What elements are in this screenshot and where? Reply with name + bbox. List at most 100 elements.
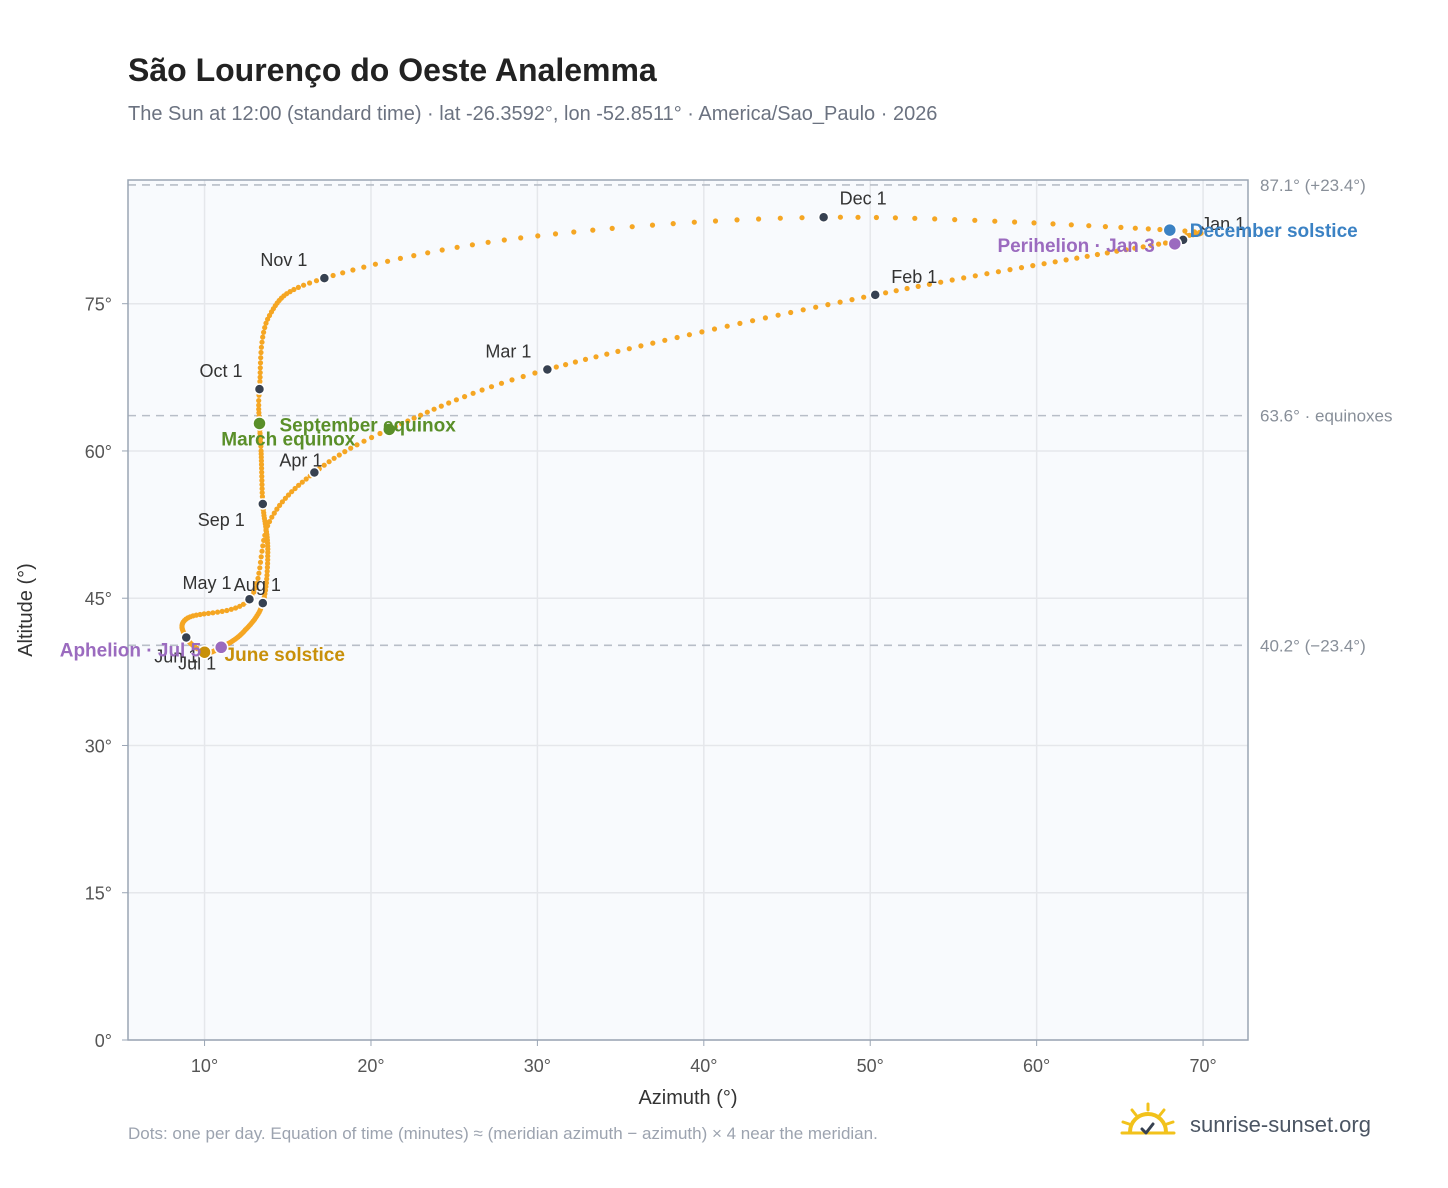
- daily-dot: [261, 537, 267, 544]
- footnote: Dots: one per day. Equation of time (min…: [128, 1124, 878, 1143]
- daily-dot: [405, 418, 411, 424]
- y-tick-label: 60°: [85, 442, 112, 462]
- daily-dot: [397, 255, 403, 261]
- daily-dot: [215, 609, 221, 615]
- daily-dot: [1118, 224, 1124, 230]
- daily-dot: [265, 560, 271, 567]
- daily-dot: [431, 406, 437, 412]
- y-tick-label: 30°: [85, 736, 112, 756]
- daily-dot: [259, 482, 265, 488]
- daily-dot: [228, 606, 234, 612]
- daily-dot: [462, 394, 468, 400]
- daily-dot: [259, 469, 265, 475]
- daily-dot: [750, 318, 756, 324]
- daily-dot: [470, 390, 476, 396]
- daily-dot: [257, 374, 263, 380]
- daily-dot: [282, 495, 288, 501]
- daily-dot: [377, 430, 383, 437]
- x-axis-label: Azimuth (°): [638, 1087, 737, 1109]
- daily-dot: [233, 605, 239, 611]
- daily-dot: [350, 267, 356, 273]
- daily-dot: [331, 455, 337, 461]
- event-label: March equinox: [221, 429, 356, 450]
- daily-dot: [263, 320, 269, 326]
- y-tick-label: 75°: [85, 295, 112, 315]
- x-axis-ticks: 10° 20° 30° 40° 50° 60° 70°: [191, 1040, 1217, 1076]
- daily-dot: [1041, 261, 1047, 267]
- event-label: December solstice: [1190, 221, 1358, 242]
- daily-dot: [307, 280, 313, 286]
- daily-dot: [699, 329, 705, 335]
- daily-dot: [219, 608, 225, 615]
- daily-dot: [609, 225, 615, 231]
- daily-dot: [1086, 223, 1092, 229]
- daily-dot: [724, 323, 730, 329]
- month-label: Feb 1: [891, 267, 937, 287]
- daily-dot: [775, 312, 781, 318]
- daily-dot: [1162, 240, 1169, 246]
- daily-dot: [734, 217, 740, 223]
- daily-dot: [1132, 225, 1138, 231]
- x-tick-label: 30°: [524, 1056, 551, 1076]
- daily-dot: [266, 519, 273, 525]
- daily-dot: [454, 244, 460, 250]
- daily-dot: [485, 239, 491, 245]
- daily-dot: [259, 339, 265, 345]
- daily-dot: [992, 218, 998, 224]
- event-label: June solstice: [225, 645, 345, 666]
- daily-dot: [438, 403, 444, 409]
- daily-dot: [650, 340, 656, 346]
- daily-dot: [259, 494, 265, 500]
- daily-dot: [1084, 253, 1090, 259]
- daily-dot: [252, 585, 258, 591]
- daily-dot: [264, 576, 270, 582]
- daily-dot: [837, 299, 843, 305]
- daily-dot: [590, 227, 596, 233]
- month-marker: [243, 593, 256, 605]
- daily-dot: [385, 258, 391, 264]
- daily-dot: [1156, 241, 1162, 247]
- month-label: Jan 1: [1201, 214, 1245, 234]
- page-subtitle: The Sun at 12:00 (standard time) · lat -…: [128, 103, 938, 125]
- event-marker: [197, 644, 212, 660]
- daily-dot: [271, 510, 277, 516]
- daily-dot: [488, 384, 495, 390]
- daily-dot: [952, 217, 958, 223]
- daily-dot: [563, 362, 569, 368]
- daily-dot: [855, 214, 861, 220]
- daily-dot: [258, 355, 264, 361]
- daily-dot: [255, 575, 261, 582]
- event-marker: [213, 640, 229, 655]
- daily-dot: [912, 215, 918, 221]
- daily-dot: [604, 351, 610, 357]
- daily-dot: [572, 359, 579, 365]
- event-marker: [252, 416, 267, 431]
- reference-line-label: 87.1° (+23.4°): [1260, 176, 1366, 195]
- daily-dot: [424, 409, 430, 415]
- daily-dot: [972, 273, 978, 279]
- daily-dot: [1104, 250, 1110, 256]
- daily-dot: [1012, 219, 1018, 225]
- brand-logo[interactable]: sunrise-sunset.org: [1120, 1100, 1390, 1144]
- y-tick-label: 0°: [95, 1031, 112, 1051]
- daily-dot: [837, 214, 844, 220]
- daily-dot: [254, 580, 260, 586]
- daily-dot: [257, 370, 263, 376]
- event-marker: [1167, 236, 1183, 252]
- daily-dot: [1157, 226, 1163, 233]
- daily-dot: [336, 452, 342, 458]
- month-label: Jun 1: [154, 646, 198, 666]
- daily-dot: [257, 378, 263, 385]
- daily-dot: [825, 302, 831, 308]
- daily-dot: [509, 377, 515, 383]
- daily-dot: [1030, 263, 1036, 269]
- daily-dot: [961, 275, 967, 281]
- daily-dot: [342, 449, 348, 455]
- daily-dot: [1140, 244, 1146, 250]
- daily-dot: [256, 402, 262, 408]
- daily-dot: [1102, 224, 1108, 230]
- daily-dot: [532, 370, 538, 376]
- daily-dot: [552, 231, 559, 237]
- daily-dot: [330, 272, 336, 279]
